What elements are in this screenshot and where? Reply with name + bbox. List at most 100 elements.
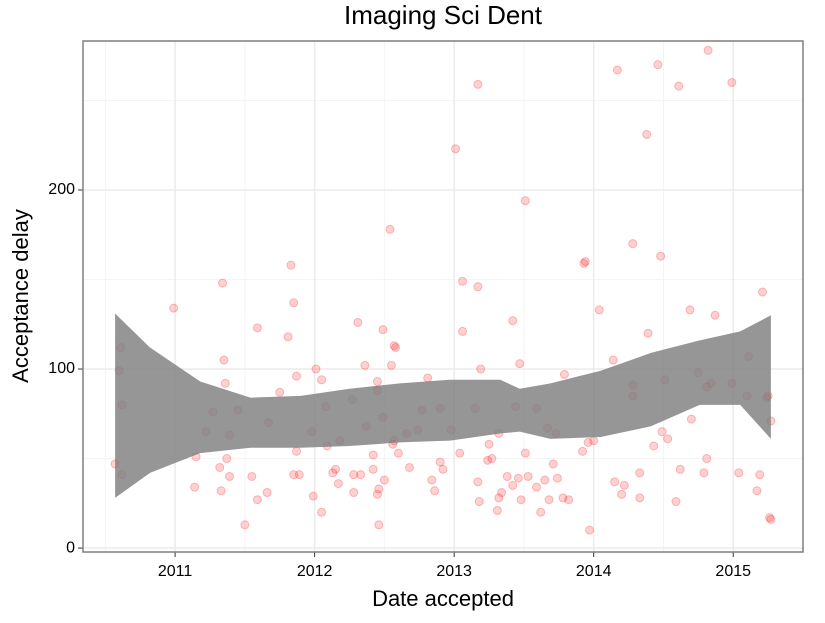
point xyxy=(494,493,504,503)
point xyxy=(275,387,285,397)
point xyxy=(544,495,554,505)
point xyxy=(536,507,546,517)
point xyxy=(663,434,673,444)
point xyxy=(484,439,494,449)
point xyxy=(474,497,484,507)
point xyxy=(502,471,512,481)
y-tick-label: 200 xyxy=(48,181,75,198)
point xyxy=(291,371,301,381)
x-tick-label: 2012 xyxy=(297,563,333,580)
point xyxy=(487,454,497,464)
point xyxy=(368,464,378,474)
point xyxy=(378,325,388,335)
point xyxy=(686,414,696,424)
point xyxy=(372,377,382,387)
point xyxy=(523,471,533,481)
point xyxy=(289,470,299,480)
point xyxy=(703,45,713,55)
point xyxy=(548,459,558,469)
point xyxy=(540,475,550,485)
point xyxy=(642,129,652,139)
point xyxy=(473,79,483,89)
point xyxy=(552,473,562,483)
point xyxy=(520,196,530,206)
point xyxy=(374,484,384,494)
point xyxy=(283,332,293,342)
point xyxy=(578,446,588,456)
point xyxy=(653,60,663,70)
point xyxy=(353,317,363,327)
point xyxy=(594,305,604,315)
y-tick-label: 0 xyxy=(66,539,75,556)
point xyxy=(458,326,468,336)
point xyxy=(508,480,518,490)
point xyxy=(438,464,448,474)
point xyxy=(583,437,593,447)
point xyxy=(516,495,526,505)
x-tick-label: 2015 xyxy=(715,563,751,580)
point xyxy=(317,375,327,385)
point xyxy=(190,482,200,492)
x-tick-label: 2013 xyxy=(436,563,472,580)
x-tick-label: 2011 xyxy=(158,563,193,580)
point xyxy=(643,328,653,338)
y-axis-title: Acceptance delay xyxy=(8,209,33,383)
point xyxy=(508,316,518,326)
point xyxy=(685,305,695,315)
point xyxy=(215,462,225,472)
point xyxy=(671,497,681,507)
point xyxy=(368,450,378,460)
point xyxy=(610,477,620,487)
point xyxy=(372,489,382,499)
point xyxy=(291,446,301,456)
point xyxy=(564,495,574,505)
point xyxy=(423,373,433,383)
point xyxy=(558,493,568,503)
point xyxy=(240,520,250,530)
point xyxy=(349,470,359,480)
point xyxy=(385,224,395,234)
point xyxy=(225,471,235,481)
point xyxy=(752,486,762,496)
point xyxy=(331,464,341,474)
point xyxy=(220,378,230,388)
point xyxy=(531,482,541,492)
point xyxy=(294,470,304,480)
point xyxy=(674,81,684,91)
point xyxy=(635,468,645,478)
point xyxy=(710,310,720,320)
point xyxy=(356,470,366,480)
point xyxy=(458,276,468,286)
point xyxy=(675,464,685,474)
y-tick-label: 100 xyxy=(48,360,75,377)
point xyxy=(289,298,299,308)
point xyxy=(317,507,327,517)
point xyxy=(699,468,709,478)
point xyxy=(391,343,401,353)
point xyxy=(734,468,744,478)
point xyxy=(286,260,296,270)
point xyxy=(612,65,622,75)
chart-title: Imaging Sci Dent xyxy=(344,0,543,30)
point xyxy=(483,455,493,465)
point xyxy=(311,364,321,374)
point xyxy=(455,448,465,458)
point xyxy=(247,471,257,481)
point xyxy=(649,441,659,451)
point xyxy=(476,364,486,374)
point xyxy=(386,360,396,370)
point xyxy=(628,239,638,249)
point xyxy=(559,369,569,379)
point xyxy=(473,477,483,487)
point xyxy=(328,468,338,478)
point xyxy=(360,360,370,370)
point xyxy=(617,489,627,499)
point xyxy=(589,436,599,446)
confidence-band xyxy=(115,313,771,498)
point xyxy=(389,341,399,351)
point xyxy=(765,513,775,523)
point xyxy=(435,457,445,467)
point xyxy=(473,282,483,292)
point xyxy=(702,454,712,464)
